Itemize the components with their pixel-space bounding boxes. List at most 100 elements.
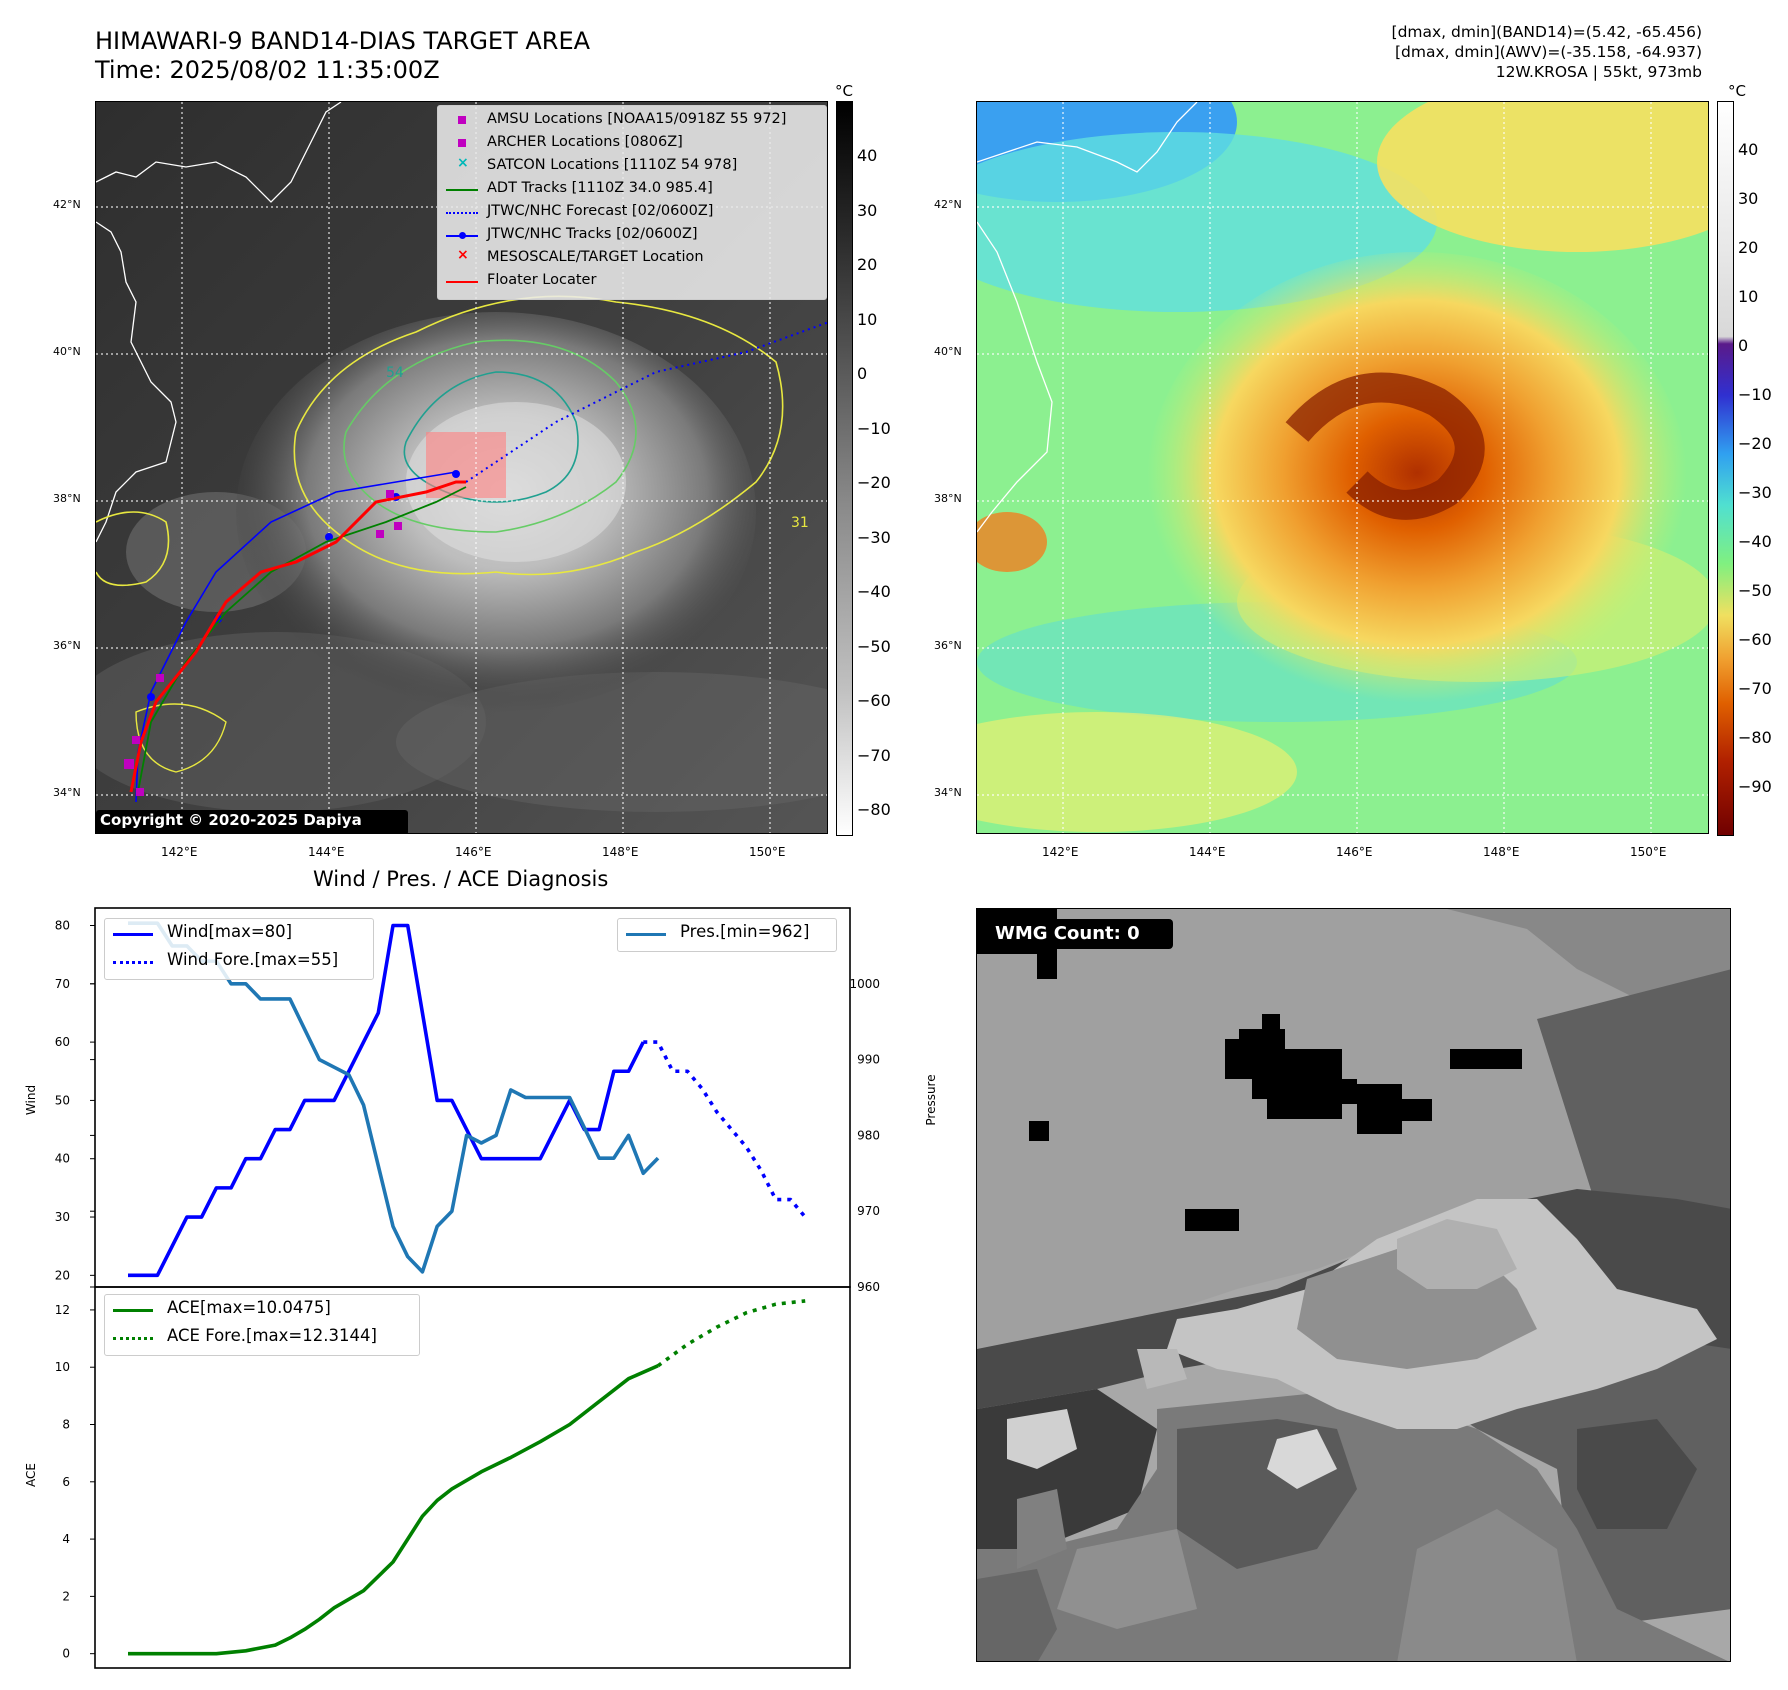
ace-tick-label: 2 <box>62 1589 70 1603</box>
line-icon <box>113 933 153 936</box>
line-icon <box>113 1309 153 1312</box>
legend-item-satcon: × SATCON Locations [1110Z 54 978] <box>457 155 738 173</box>
colorbar-gray-tick-label: −50 <box>857 636 891 656</box>
lon-label: 142°E <box>1042 845 1079 859</box>
legend-item-forecast: JTWC/NHC Forecast [02/0600Z] <box>442 202 822 224</box>
wmg-count-label: WMG Count: 0 <box>995 923 1140 944</box>
pressure-tick-label: 980 <box>857 1128 880 1142</box>
line-icon <box>446 281 478 283</box>
colorbar-gray-tick-label: −10 <box>857 418 891 438</box>
pressure-axis-label: Pressure <box>924 1074 938 1125</box>
colorbar-color-tick-label: −30 <box>1738 483 1772 502</box>
colorbar-gray-tick-label: −40 <box>857 582 891 601</box>
lon-label: 142°E <box>161 845 198 859</box>
colorbar-color-tick-label: 0 <box>1738 336 1749 355</box>
wind-legend: Wind[max=80] Wind Fore.[max=55] <box>104 918 374 980</box>
color-map-panel[interactable] <box>976 101 1709 834</box>
colorbar-unit: °C <box>835 82 853 100</box>
legend-item-adt: ADT Tracks [1110Z 34.0 985.4] <box>442 179 822 201</box>
dotted-line-icon <box>446 212 478 214</box>
lat-label: 40°N <box>53 345 81 358</box>
copyright-box <box>96 810 408 833</box>
ace-forecast-line <box>656 1299 806 1368</box>
x-marker-icon: × <box>457 247 469 263</box>
lat-label: 38°N <box>934 492 962 505</box>
info-line-3: 12W.KROSA | 55kt, 973mb <box>1495 63 1702 81</box>
ace-tick-label: 8 <box>62 1418 70 1432</box>
info-line-2: [dmax, dmin](AWV)=(-35.158, -64.937) <box>1395 43 1702 61</box>
colorbar-gray-tick-label: −70 <box>857 745 891 765</box>
info-block: [dmax, dmin](BAND14)=(5.42, -65.456) [dm… <box>1102 22 1702 82</box>
wind-tick-label: 50 <box>55 1093 70 1107</box>
colorbar-color-tick-label: −70 <box>1738 679 1772 698</box>
lat-label: 36°N <box>934 639 962 652</box>
ace-tick-label: 12 <box>55 1303 70 1317</box>
copyright-text: Copyright © 2020-2025 Dapiya <box>100 811 362 829</box>
colorbar-color-tick-label: 30 <box>1738 189 1759 208</box>
pressure-tick-label: 970 <box>857 1204 880 1218</box>
figure-title: HIMAWARI-9 BAND14-DIAS TARGET AREA Time:… <box>95 27 590 85</box>
square-icon <box>458 139 466 147</box>
wind-tick-label: 70 <box>55 977 70 991</box>
ace-tick-label: 4 <box>62 1532 70 1546</box>
ace-tick-label: 10 <box>55 1360 70 1374</box>
wind-tick-label: 20 <box>55 1268 70 1282</box>
color-map-svg <box>977 102 1708 833</box>
wind-forecast-line <box>643 1040 807 1219</box>
lon-label: 148°E <box>1483 845 1520 859</box>
wind-tick-label: 30 <box>55 1210 70 1224</box>
lon-label: 148°E <box>602 845 639 859</box>
jtwc-track <box>135 471 457 803</box>
pressure-tick-label: 960 <box>857 1280 880 1294</box>
lon-label: 150°E <box>1630 845 1667 859</box>
square-icon <box>458 116 466 124</box>
colorbar-gray-tick-label: −80 <box>857 800 891 819</box>
colorbar-gray-tick-label: 0 <box>857 364 868 383</box>
line-icon <box>446 189 478 191</box>
colorbar-gray-tick-label: −30 <box>857 527 891 547</box>
lat-label: 42°N <box>934 198 962 211</box>
colorbar-color-tick-label: 20 <box>1738 238 1759 257</box>
colorbar-gray-tick-label: 30 <box>857 200 878 220</box>
lon-label: 144°E <box>1189 845 1226 859</box>
ace-tick-label: 6 <box>62 1475 70 1489</box>
contour-label-54: 54 <box>386 365 404 381</box>
x-marker-icon: × <box>457 155 469 171</box>
colorbar-color-tick-label: 40 <box>1738 140 1759 159</box>
pressure-tick-label: 990 <box>857 1053 880 1067</box>
colorbar-gray-tick-label: −60 <box>857 691 891 710</box>
wind-line <box>128 923 645 1278</box>
line-icon <box>626 933 666 936</box>
lat-label: 34°N <box>53 786 81 799</box>
colorbar-color-tick-label: −10 <box>1738 385 1772 404</box>
colorbar-color-tick-label: −60 <box>1738 630 1772 649</box>
legend-item-archer: ARCHER Locations [0806Z] <box>442 133 822 155</box>
colorbar-color-tick-label: −50 <box>1738 581 1772 600</box>
lon-label: 146°E <box>1336 845 1373 859</box>
colorbar-color <box>1717 101 1734 836</box>
contour-label-31: 31 <box>791 515 809 531</box>
ace-axis-label: ACE <box>24 1463 38 1487</box>
lat-label: 42°N <box>53 198 81 211</box>
colorbar-gray-tick-label: −20 <box>857 473 891 492</box>
wind-tick-label: 80 <box>55 918 70 932</box>
colorbar-color-tick-label: 10 <box>1738 287 1759 306</box>
diagnosis-chart[interactable]: 807060504030201000990980970960121086420W… <box>0 900 950 1680</box>
color-map-grid <box>977 102 1708 833</box>
wmg-panel[interactable]: WMG Count: 0 <box>976 908 1731 1662</box>
dotted-line-icon <box>113 961 153 964</box>
info-line-1: [dmax, dmin](BAND14)=(5.42, -65.456) <box>1391 23 1702 41</box>
wind-axis-label: Wind <box>24 1085 38 1115</box>
colorbar-unit: °C <box>1728 82 1746 100</box>
lon-label: 150°E <box>749 845 786 859</box>
ir-map-panel[interactable]: 54 31 Copyright © 2020-2025 <box>95 101 828 834</box>
ace-line <box>128 1364 659 1656</box>
wmg-label-box <box>989 919 1173 949</box>
lat-label: 38°N <box>53 492 81 505</box>
title-line-2: Time: 2025/08/02 11:35:00Z <box>95 56 440 84</box>
jtwc-forecast-track <box>465 321 827 483</box>
adt-track <box>137 486 467 793</box>
colorbar-gray <box>836 101 853 836</box>
colorbar-gray-tick-label: 10 <box>857 309 878 329</box>
ace-frame <box>94 1286 851 1669</box>
